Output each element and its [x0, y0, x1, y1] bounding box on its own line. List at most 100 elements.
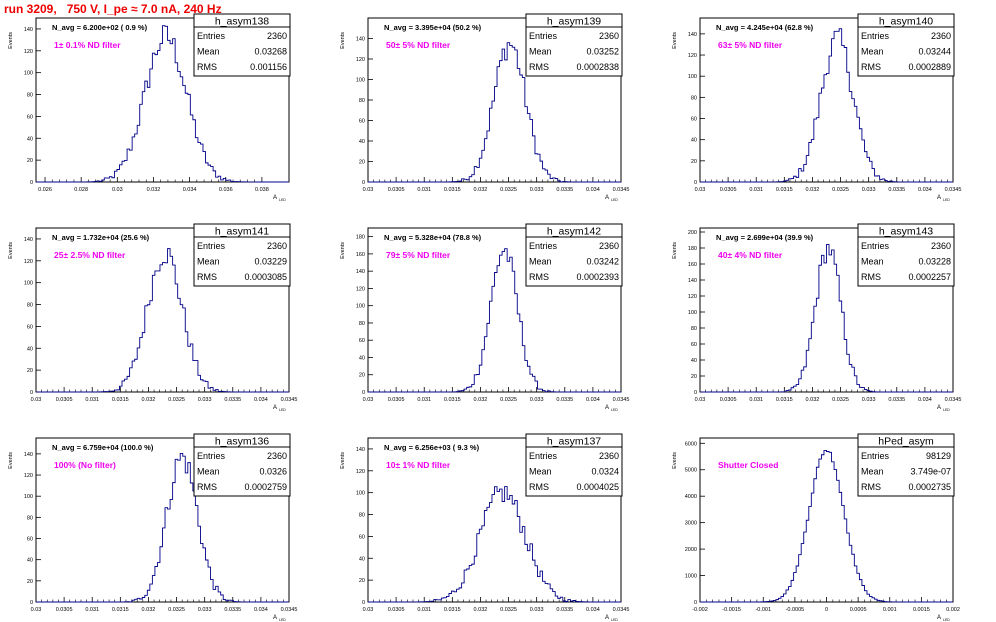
stats-value: 0.0003085: [244, 272, 287, 282]
stats-value: 2360: [931, 241, 951, 251]
x-tick-label: 0.032: [142, 607, 156, 613]
x-tick-label: 0.031: [749, 397, 763, 403]
y-tick-label: 20: [27, 579, 33, 585]
x-axis-label-subscript: LED: [279, 618, 286, 622]
x-tick-label: 0.0015: [913, 607, 930, 613]
histogram-h_asym143: 0 20 40 60 80 100 120 140 160 180 200 0.03 0.0305 0.0…: [672, 223, 961, 412]
stats-value: 0.03244: [918, 47, 951, 57]
stats-value: 0.0004025: [576, 482, 619, 492]
x-tick-label: 0.0335: [556, 187, 573, 193]
plot-frame: [35, 227, 290, 393]
stats-label: Mean: [197, 467, 220, 477]
x-tick-label: 0.032: [806, 187, 820, 193]
x-tick-label: 0.034: [254, 397, 268, 403]
x-tick-label: 0.0345: [613, 607, 630, 613]
y-tick-label: 40: [359, 556, 365, 562]
x-axis-label-subscript: LED: [943, 618, 950, 622]
x-tick-label: 0.034: [918, 397, 932, 403]
y-tick-label: 0: [362, 180, 365, 186]
filter-note: 25± 2.5% ND filter: [54, 250, 126, 260]
x-tick-label: 0.0335: [556, 397, 573, 403]
x-tick-label: 0.0325: [500, 397, 517, 403]
x-tick-label: 0.0005: [850, 607, 867, 613]
stats-label: Mean: [861, 467, 884, 477]
navg-label: N_avg = 5.328e+04 (78.8 %): [384, 233, 482, 242]
filter-note: 100% (No filter): [54, 460, 116, 470]
x-tick-label: 0.0335: [224, 607, 241, 613]
y-tick-label: 100: [356, 78, 365, 84]
x-tick-label: 0.034: [183, 187, 197, 193]
y-tick-label: 140: [24, 452, 33, 458]
stats-value: 0.0324: [591, 467, 619, 477]
x-tick-label: 0.033: [530, 397, 544, 403]
y-tick-label: 0: [694, 390, 697, 396]
y-tick-label: 140: [24, 27, 33, 33]
y-axis-label: Events: [8, 32, 14, 49]
y-tick-label: 100: [24, 71, 33, 77]
x-tick-label: 0.032: [806, 397, 820, 403]
x-tick-label: 0.0335: [556, 607, 573, 613]
x-tick-label: 0.031: [417, 607, 431, 613]
x-tick-label: 0.03: [363, 607, 374, 613]
x-axis-label-subscript: LED: [611, 198, 618, 202]
filter-note: 79± 5% ND filter: [386, 250, 451, 260]
y-tick-label: 20: [691, 159, 697, 165]
stats-value: 2360: [599, 451, 619, 461]
y-tick-label: 200: [688, 230, 697, 236]
stats-label: RMS: [197, 62, 217, 72]
stats-value: 0.0002889: [908, 62, 951, 72]
plot-frame: [699, 227, 954, 393]
stats-value: 0.001156: [250, 62, 287, 72]
y-tick-label: 80: [27, 93, 33, 99]
y-tick-label: 60: [691, 342, 697, 348]
x-tick-label: 0.0315: [776, 397, 793, 403]
y-axis-label: Events: [340, 452, 346, 469]
stats-box: [857, 433, 955, 497]
x-axis-label-subscript: LED: [279, 198, 286, 202]
x-tick-label: 0.0325: [832, 397, 849, 403]
x-tick-label: 0.0315: [112, 397, 129, 403]
x-tick-label: 0.034: [918, 187, 932, 193]
y-tick-label: 120: [356, 469, 365, 475]
x-axis-label: A: [605, 195, 609, 201]
y-tick-label: 120: [356, 57, 365, 63]
navg-label: N_avg = 2.699e+04 (39.9 %): [716, 233, 814, 242]
stats-value: 2360: [931, 31, 951, 41]
x-tick-label: 0.034: [254, 607, 268, 613]
histogram-hPed_asym: 0 1000 2000 3000 4000 5000 6000 -0.002 -0.0015 -0…: [672, 433, 960, 622]
y-tick-label: 120: [24, 473, 33, 479]
histogram-series: [700, 243, 953, 393]
x-tick-label: 0.03: [31, 397, 42, 403]
x-tick-label: 0.0315: [444, 607, 461, 613]
x-tick-label: 0.031: [85, 607, 99, 613]
x-axis-label-subscript: LED: [279, 408, 286, 412]
stats-value: 0.03242: [586, 257, 619, 267]
x-tick-label: 0.038: [255, 187, 269, 193]
filter-note: 10± 1% ND filter: [386, 460, 451, 470]
stats-label: Entries: [529, 241, 558, 251]
y-tick-label: 0: [694, 600, 697, 606]
stats-box: [193, 223, 291, 287]
y-tick-label: 1000: [685, 574, 697, 580]
histogram-series: [700, 28, 953, 183]
plot-frame: [699, 17, 954, 183]
navg-label: N_avg = 4.245e+04 (62.8 %): [716, 23, 814, 32]
y-tick-label: 5000: [685, 468, 697, 474]
stats-label: Entries: [197, 451, 226, 461]
y-tick-label: 6000: [685, 441, 697, 447]
stats-value: 2360: [267, 451, 287, 461]
stats-label: RMS: [529, 482, 549, 492]
y-axis-label: Events: [8, 242, 14, 259]
stats-title: hPed_asym: [878, 436, 934, 448]
x-tick-label: 0.033: [198, 397, 212, 403]
x-tick-label: 0.0305: [720, 397, 737, 403]
histogram-h_asym141: 0 20 40 60 80 100 120 140 0.03 0.0305 0.031 0.0315 0…: [8, 223, 298, 412]
x-tick-label: 0.0315: [444, 187, 461, 193]
x-tick-label: 0.026: [38, 187, 52, 193]
stats-box: [193, 13, 291, 77]
x-tick-label: 0.0345: [281, 397, 298, 403]
stats-title: h_asym139: [547, 16, 601, 28]
histogram-series: [368, 248, 621, 393]
y-tick-label: 80: [691, 95, 697, 101]
y-tick-label: 140: [356, 269, 365, 275]
